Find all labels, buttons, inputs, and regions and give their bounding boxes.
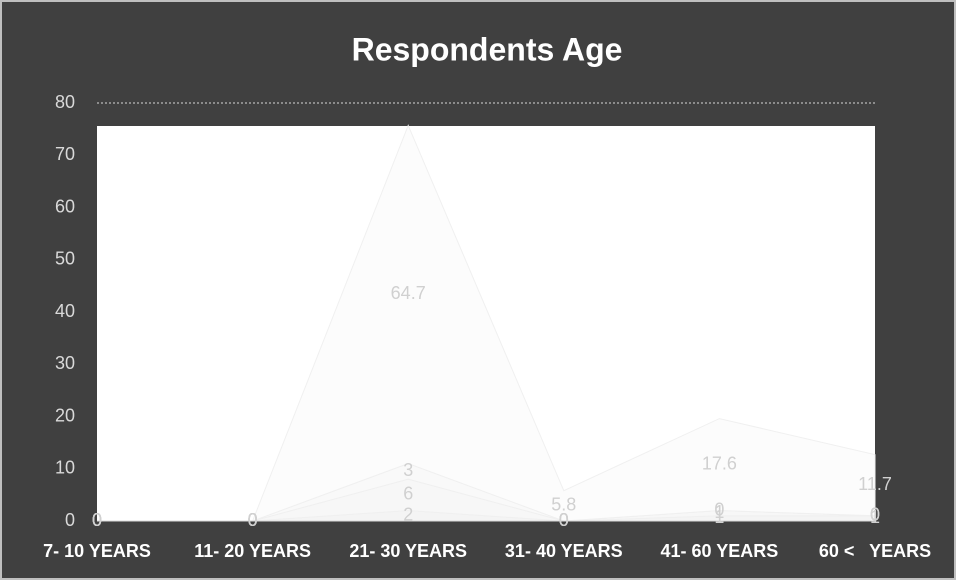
data-label: 0 <box>92 510 102 530</box>
data-label: 0 <box>870 505 880 525</box>
data-label: 0 <box>559 510 569 530</box>
data-label: 0 <box>870 505 880 525</box>
data-label: 5.8 <box>551 495 576 515</box>
y-tick-label: 60 <box>55 196 75 216</box>
data-label: 0 <box>92 510 102 530</box>
data-label: 0 <box>248 510 258 530</box>
data-label: 0 <box>248 510 258 530</box>
y-tick-label: 10 <box>55 458 75 478</box>
data-label: 3 <box>403 460 413 480</box>
data-label: 6 <box>403 484 413 504</box>
data-label: 64.7 <box>391 283 426 303</box>
data-label: 0 <box>714 499 724 519</box>
data-label: 2 <box>403 505 413 525</box>
data-label: 1 <box>870 507 880 527</box>
data-label: 0 <box>92 510 102 530</box>
data-label: 11.7 <box>858 474 892 494</box>
y-tick-label: 50 <box>55 249 75 269</box>
x-tick-label: 41- 60 YEARS <box>661 541 779 561</box>
data-label: 17.6 <box>702 453 737 473</box>
y-tick-label: 80 <box>55 92 75 112</box>
data-label: 1 <box>714 502 724 522</box>
x-tick-label: 60 < YEARS <box>819 541 931 561</box>
y-tick-label: 40 <box>55 301 75 321</box>
x-tick-label: 31- 40 YEARS <box>505 541 623 561</box>
x-tick-label: 21- 30 YEARS <box>349 541 467 561</box>
data-label: 0 <box>92 510 102 530</box>
data-label: 1 <box>714 507 724 527</box>
data-label: 0 <box>248 510 258 530</box>
y-tick-label: 30 <box>55 353 75 373</box>
x-tick-label: 11- 20 YEARS <box>194 541 311 561</box>
y-tick-label: 70 <box>55 144 75 164</box>
area <box>97 124 876 522</box>
data-label: 0 <box>248 510 258 530</box>
data-label: 0 <box>559 510 569 530</box>
y-tick-label: 20 <box>55 405 75 425</box>
chart-title: Respondents Age <box>352 31 623 67</box>
y-tick-label: 0 <box>65 510 75 530</box>
x-tick-label: 7- 10 YEARS <box>43 541 151 561</box>
data-label: 0 <box>559 510 569 530</box>
